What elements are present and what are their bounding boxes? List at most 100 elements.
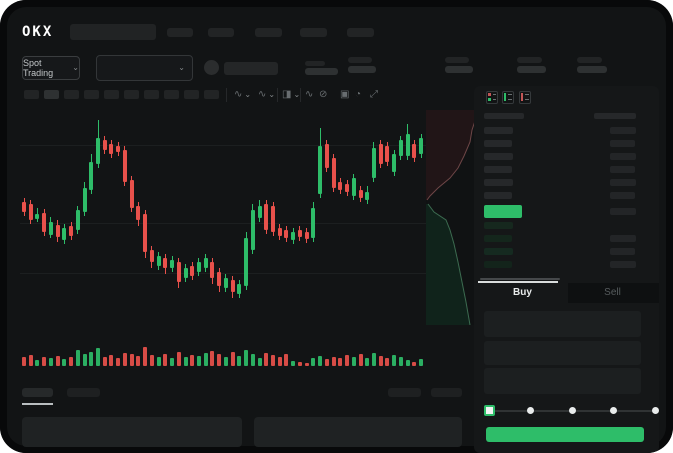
book-bids-view-icon[interactable] [502, 91, 514, 104]
bottom-action-placeholder[interactable] [431, 388, 462, 397]
timeframe-button[interactable] [204, 90, 219, 99]
volume-bar [136, 356, 141, 366]
candle-body [69, 226, 74, 236]
nav-item-placeholder[interactable] [167, 28, 193, 37]
volume-bar [55, 356, 60, 366]
volume-bar [291, 361, 296, 366]
timeframe-button[interactable] [44, 90, 59, 99]
candle-body [102, 140, 107, 150]
bid-row-price[interactable] [484, 248, 513, 255]
volume-bar [271, 355, 275, 366]
pair-selector-dropdown[interactable]: ⌄ [96, 55, 193, 81]
slider-stop[interactable] [568, 407, 576, 414]
ask-row-amount[interactable] [610, 127, 636, 134]
book-combined-view-icon[interactable] [486, 91, 498, 104]
total-input-placeholder[interactable] [484, 368, 641, 394]
candle-body [324, 144, 329, 168]
volume-bar [149, 355, 154, 366]
buy-submit-button[interactable] [486, 427, 644, 442]
search-input[interactable] [70, 24, 156, 40]
slider-stop[interactable] [651, 407, 659, 414]
volume-bar [82, 354, 87, 366]
tab-buy[interactable]: Buy [513, 287, 532, 298]
candle-chart[interactable] [20, 110, 426, 328]
volume-bar [163, 354, 168, 366]
price-input-placeholder[interactable] [484, 311, 641, 337]
candle-type-icon[interactable]: ◨ ⌄ [282, 89, 301, 100]
bid-row-price[interactable] [484, 235, 512, 242]
ask-row-amount[interactable] [610, 192, 635, 199]
slider-stop[interactable] [527, 407, 534, 414]
candle-body [271, 206, 275, 232]
tab-sell[interactable]: Sell [604, 287, 621, 298]
ask-row-price[interactable] [484, 179, 513, 186]
volume-bar [22, 357, 26, 366]
bid-row-price[interactable] [484, 222, 513, 229]
bid-row-price[interactable] [484, 261, 512, 268]
slider-handle[interactable] [484, 405, 495, 416]
timeframe-button[interactable] [104, 90, 119, 99]
volume-bar [304, 363, 309, 366]
candle-body [217, 272, 222, 286]
volume-bar [371, 353, 376, 366]
timeframe-button[interactable] [24, 90, 39, 99]
candle-body [351, 178, 356, 196]
candle-body [257, 206, 262, 218]
ask-row-price[interactable] [484, 140, 512, 147]
order-history-panel-placeholder [254, 417, 462, 447]
ask-row-price[interactable] [484, 127, 513, 134]
nav-item-placeholder[interactable] [255, 28, 282, 37]
bottom-tab-active-placeholder[interactable] [22, 388, 53, 397]
timeframe-button[interactable] [84, 90, 99, 99]
timeframe-button[interactable] [144, 90, 159, 99]
volume-bar [297, 362, 302, 366]
ask-row-amount[interactable] [610, 153, 636, 160]
bottom-action-placeholder[interactable] [388, 388, 421, 397]
orderbook-header-left [484, 113, 524, 119]
timeframe-button[interactable] [164, 90, 179, 99]
timeframe-button[interactable] [64, 90, 79, 99]
compare-icon[interactable]: ⊘ [319, 89, 328, 100]
ask-row-price[interactable] [484, 153, 513, 160]
last-price-badge[interactable] [484, 205, 522, 218]
line-style-icon[interactable]: ∿ ⌄ [234, 89, 252, 100]
ask-row-amount[interactable] [610, 166, 635, 173]
indicators-icon[interactable]: ∿ [305, 89, 314, 100]
ask-row-price[interactable] [484, 166, 512, 173]
gridline [20, 145, 426, 146]
ask-row-amount[interactable] [610, 140, 635, 147]
nav-item-placeholder[interactable] [347, 28, 374, 37]
ask-row-price[interactable] [484, 192, 512, 199]
chevron-down-icon: ⌄ [178, 63, 185, 72]
volume-bar [122, 353, 127, 366]
volume-bar [385, 358, 390, 366]
volume-bar [42, 357, 47, 366]
book-asks-view-icon[interactable] [519, 91, 531, 104]
bid-row-amount[interactable] [610, 235, 636, 242]
amount-input-placeholder[interactable] [484, 341, 641, 365]
bid-row-amount[interactable] [610, 248, 635, 255]
fullscreen-icon[interactable]: ⤢ [370, 89, 378, 100]
candle-body [42, 213, 47, 232]
volume-bar [230, 352, 235, 366]
volume-bar [318, 356, 323, 366]
volume-bar [264, 353, 269, 366]
history-icon[interactable]: ◔ [355, 89, 362, 100]
nav-item-placeholder[interactable] [300, 28, 327, 37]
bid-row-amount[interactable] [610, 261, 636, 268]
timeframe-button[interactable] [184, 90, 199, 99]
candle-body [163, 258, 168, 268]
candle-body [412, 144, 417, 158]
ma-overlay-icon[interactable]: ∿ ⌄ [258, 89, 276, 100]
stat-label-placeholder [348, 57, 372, 63]
slider-stop[interactable] [610, 407, 617, 414]
candle-body [116, 146, 121, 152]
nav-item-placeholder[interactable] [208, 28, 234, 37]
timeframe-button[interactable] [124, 90, 139, 99]
candle-body [331, 158, 336, 188]
bottom-tab-placeholder[interactable] [67, 388, 100, 397]
market-type-dropdown[interactable]: Spot Trading ⌄ [22, 56, 80, 80]
screenshot-icon[interactable]: ▣ [340, 89, 350, 100]
orderbook-scrollbar[interactable] [480, 278, 560, 280]
ask-row-amount[interactable] [610, 179, 636, 186]
